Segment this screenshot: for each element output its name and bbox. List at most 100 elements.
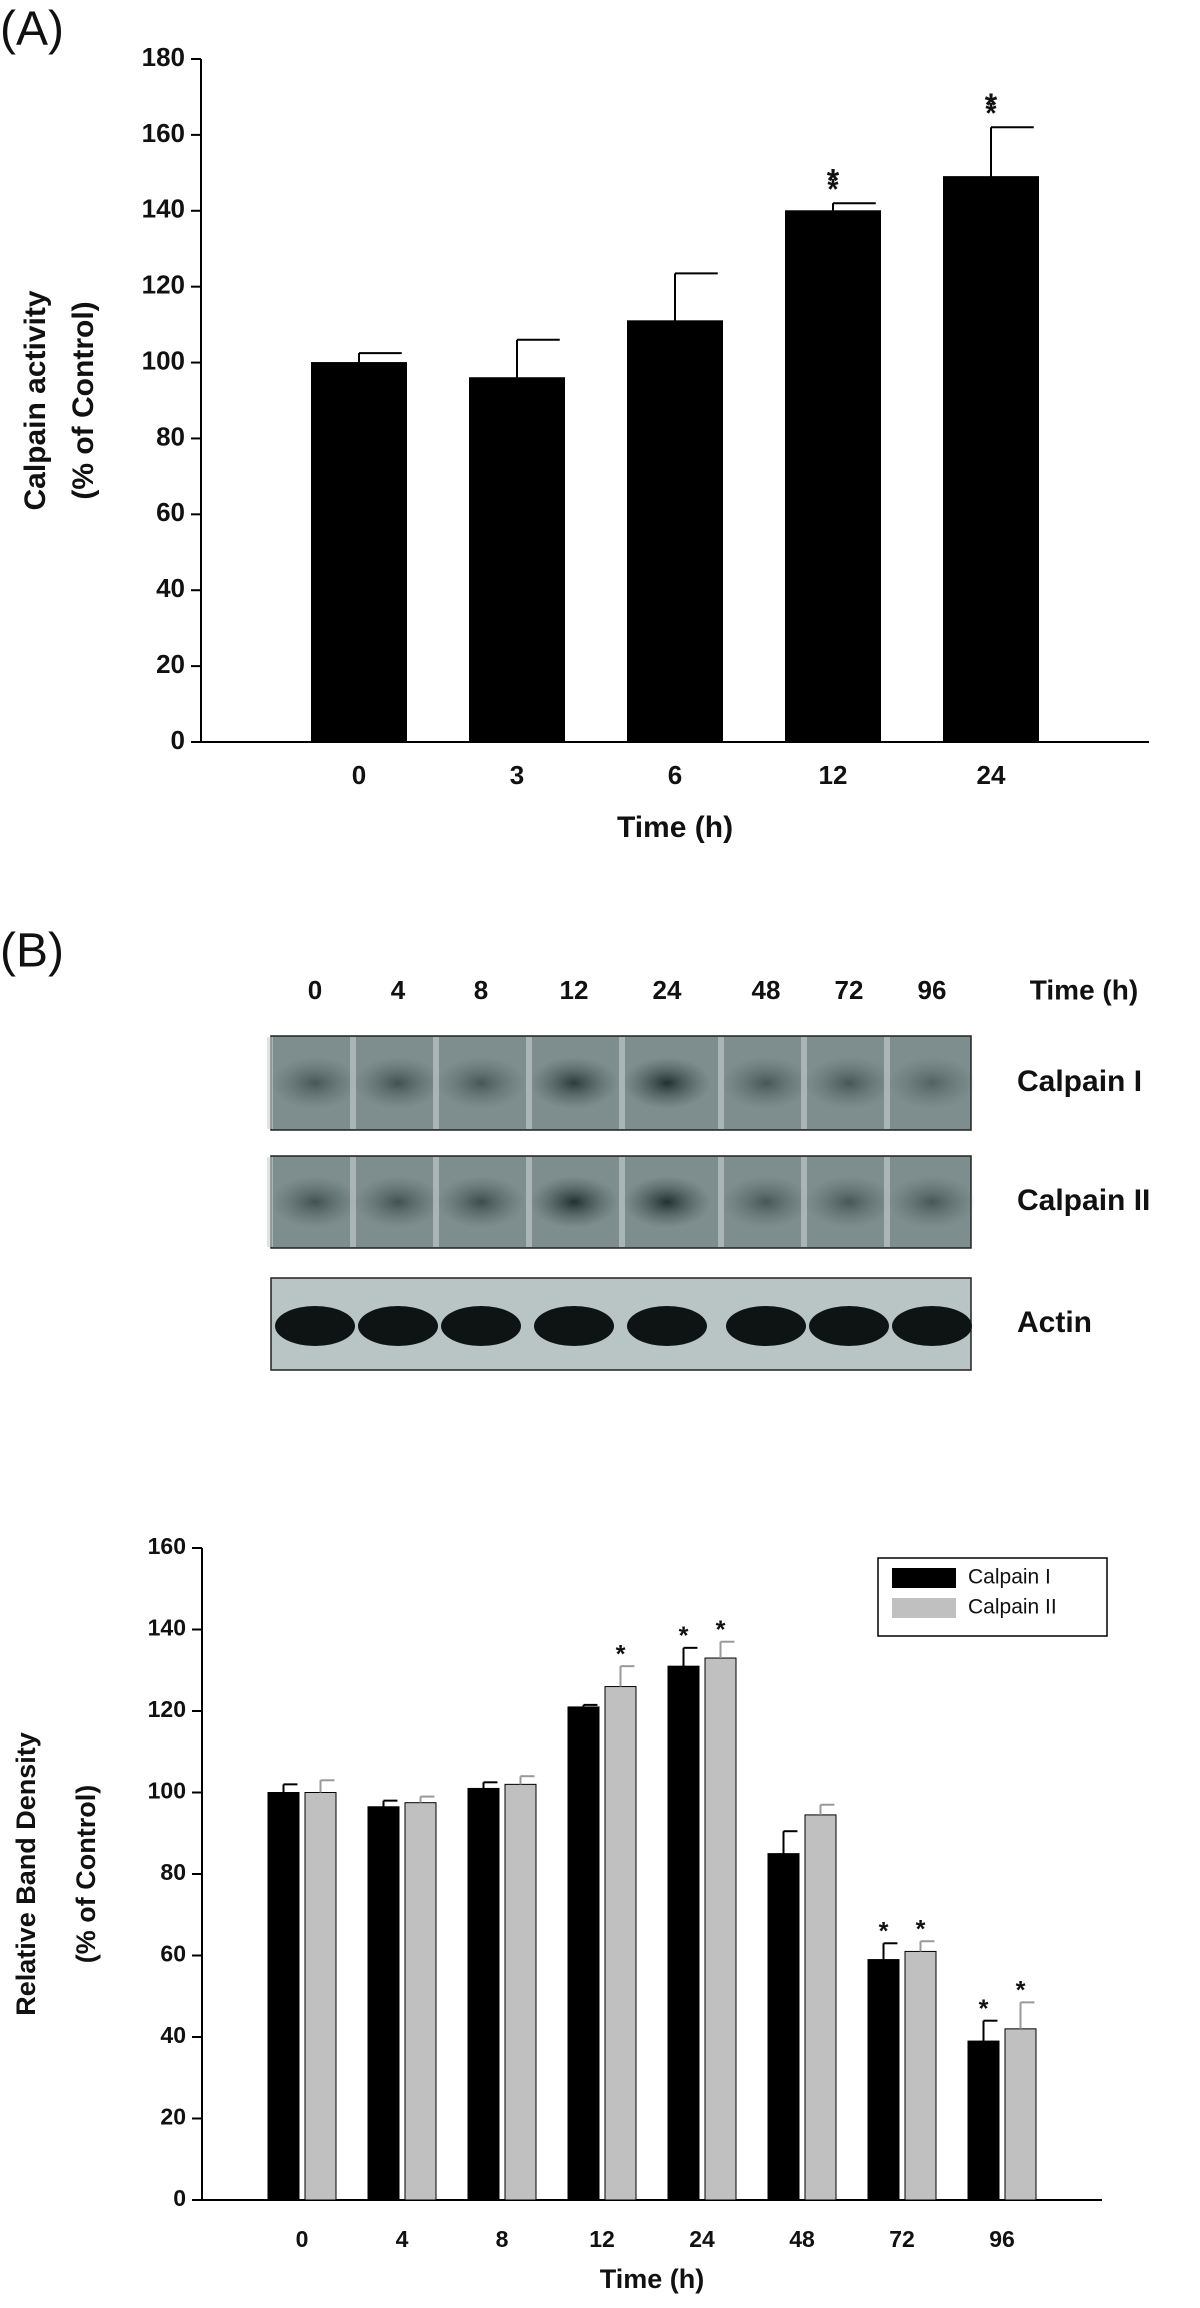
y-tick-label: 80 (160, 1859, 186, 1885)
blot-band (892, 1306, 972, 1346)
lane-streak (267, 1037, 273, 1129)
blot-band (627, 1306, 707, 1346)
bar (667, 1665, 700, 2201)
lane-axis-label: Time (h) (1030, 974, 1138, 1005)
error-bar (419, 1795, 435, 1803)
y-tick-label: 40 (160, 2022, 186, 2048)
lane-streak (619, 1157, 625, 1247)
bar (704, 1657, 737, 2201)
bar (785, 210, 881, 743)
panel-label: (B) (0, 925, 64, 978)
error-bar (1019, 2001, 1035, 2029)
x-tick-label: 8 (496, 2226, 509, 2252)
error-bar (674, 272, 718, 321)
blot-row-label: Calpain I (1017, 1065, 1142, 1098)
blot-band (271, 1057, 359, 1109)
blot-row-label: Calpain II (1017, 1184, 1150, 1217)
x-tick-label: 48 (789, 2226, 815, 2252)
significance-marker: * (827, 174, 839, 206)
significance-marker: * (827, 163, 840, 199)
blot-band (271, 1176, 359, 1228)
bar (311, 362, 407, 743)
x-tick-label: 3 (510, 760, 524, 790)
y-tick-label: 60 (160, 1941, 186, 1967)
legend-swatch (892, 1598, 956, 1618)
legend-swatch (892, 1568, 956, 1588)
lane-streak (526, 1037, 532, 1129)
x-tick-label: 12 (589, 2226, 615, 2252)
lane-label: 24 (653, 975, 682, 1005)
blot-band (888, 1176, 976, 1228)
blot-band (726, 1306, 806, 1346)
bar (943, 176, 1039, 743)
y-tick-label: 20 (160, 2104, 186, 2130)
lane-streak (718, 1157, 724, 1247)
lane-streak (526, 1157, 532, 1247)
blot-band (534, 1306, 614, 1346)
x-axis-label: Time (h) (600, 2264, 705, 2294)
lane-streak (433, 1037, 439, 1129)
blot-band (437, 1057, 525, 1109)
y-tick-label: 40 (156, 573, 185, 603)
error-bar (919, 1940, 935, 1952)
y-tick-label: 60 (156, 497, 185, 527)
bar (467, 1787, 500, 2201)
y-tick-label: 120 (142, 270, 185, 300)
x-tick-label: 0 (296, 2226, 309, 2252)
lane-streak (801, 1157, 807, 1247)
blot-band (437, 1176, 525, 1228)
significance-marker: * (985, 87, 998, 123)
lane-streak (619, 1037, 625, 1129)
x-tick-label: 6 (668, 760, 682, 790)
bar (267, 1792, 300, 2201)
blot-band (623, 1176, 711, 1228)
y-tick-label: 160 (148, 1533, 186, 1559)
y-tick-label: 0 (173, 2185, 186, 2211)
lane-label: 48 (752, 975, 781, 1005)
y-axis-label: Relative Band Density (11, 1732, 41, 2016)
bar (469, 377, 565, 743)
y-tick-label: 20 (156, 649, 185, 679)
blot-band (530, 1176, 618, 1228)
bar (904, 1950, 937, 2201)
blot-band (623, 1057, 711, 1109)
legend-label: Calpain I (968, 1566, 1051, 1589)
blot-band (888, 1057, 976, 1109)
error-bar (358, 352, 402, 363)
significance-marker: * (879, 1918, 889, 1946)
error-bar (882, 1942, 898, 1960)
y-tick-label: 100 (142, 345, 185, 375)
significance-marker: * (985, 98, 997, 130)
x-tick-label: 24 (689, 2226, 715, 2252)
error-bar (519, 1775, 535, 1785)
error-bar (982, 2019, 998, 2042)
lane-streak (884, 1157, 890, 1247)
legend-label: Calpain II (968, 1596, 1057, 1619)
y-tick-label: 120 (148, 1696, 186, 1722)
y-axis-label: Calpain activity (19, 290, 52, 510)
bar (504, 1783, 537, 2201)
y-axis-label: (% of Control) (67, 301, 100, 499)
bar (967, 2040, 1000, 2201)
bar (867, 1959, 900, 2201)
x-tick-label: 24 (977, 760, 1006, 790)
significance-marker: * (716, 1616, 726, 1644)
x-tick-label: 4 (396, 2226, 409, 2252)
error-bar (782, 1830, 798, 1854)
x-tick-label: 72 (889, 2226, 915, 2252)
blot-band (722, 1057, 810, 1109)
lane-label: 8 (474, 975, 488, 1005)
lane-streak (350, 1037, 356, 1129)
x-tick-label: 12 (819, 760, 848, 790)
lane-label: 72 (835, 975, 864, 1005)
y-tick-label: 140 (142, 194, 185, 224)
error-bar (682, 1646, 698, 1667)
error-bar (319, 1779, 335, 1793)
blot-band (530, 1057, 618, 1109)
significance-marker: * (616, 1641, 626, 1669)
significance-marker: * (916, 1916, 926, 1944)
bar (1004, 2028, 1037, 2201)
error-bar (282, 1783, 298, 1793)
error-bar (832, 202, 876, 211)
